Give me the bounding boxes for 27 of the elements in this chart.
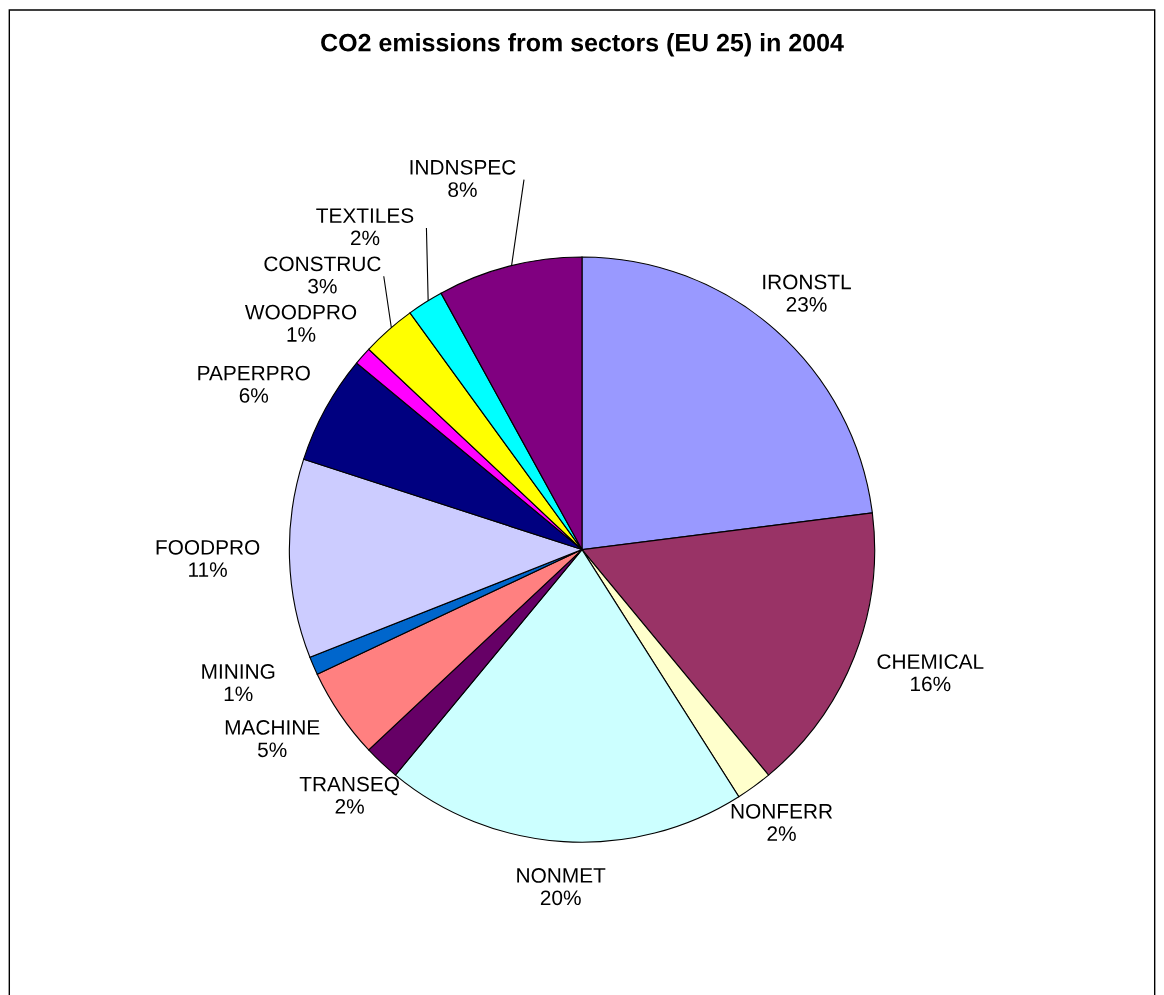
slice-label: WOODPRO: [244, 304, 357, 320]
data-label: 2%: [767, 826, 796, 841]
data-label: 1%: [224, 686, 253, 702]
slice-label: TEXTILES: [316, 208, 414, 223]
slice-label: IRONSTL: [763, 274, 851, 290]
data-label: 3%: [308, 278, 337, 294]
data-label: 2%: [350, 230, 380, 246]
slice-label: CHEMICAL: [877, 654, 984, 669]
chart-title: CO2 emissions from sectors (EU 25) in 2004: [321, 33, 844, 57]
slice-label: NONFERR: [731, 803, 833, 819]
slice-label: TRANSEQ: [299, 776, 399, 796]
data-label: 5%: [257, 742, 287, 758]
slice-label: FOODPRO: [156, 539, 260, 555]
data-label: 23%: [786, 296, 827, 312]
data-label: 11%: [189, 562, 227, 577]
data-label: 2%: [335, 799, 364, 814]
data-label: 6%: [239, 388, 269, 403]
data-label: 20%: [540, 890, 581, 906]
data-label: 1%: [287, 327, 316, 342]
slice-label: MINING: [202, 664, 275, 679]
slice-label: CONSTRUC: [264, 256, 381, 272]
data-label: 16%: [911, 676, 951, 692]
slice-label: NONMET: [517, 868, 606, 883]
data-label: 8%: [448, 182, 477, 197]
slice-label: INDNSPEC: [410, 159, 516, 175]
slice-label: MACHINE: [225, 720, 320, 735]
slice-label: PAPERPRO: [198, 365, 310, 381]
